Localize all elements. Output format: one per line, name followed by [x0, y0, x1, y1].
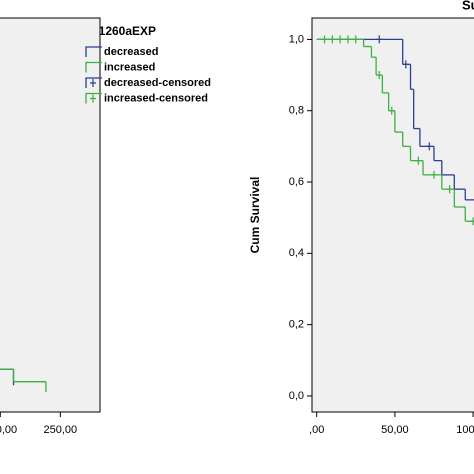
censor-mark	[446, 185, 453, 194]
y-tick-label: 1,0	[289, 33, 304, 45]
censor-mark	[376, 71, 383, 80]
y-axis-label: Cum Survival	[248, 177, 262, 254]
y-tick-label: 0,2	[289, 319, 304, 331]
chart-title: Survival Functions	[462, 0, 474, 12]
legend-label: decreased-censored	[104, 77, 211, 89]
plot-area	[311, 17, 474, 413]
legend-plus	[90, 94, 96, 103]
y-tick-label: 0,0	[289, 390, 304, 402]
legend-label: increased	[104, 61, 155, 73]
y-tick-label: 0,6	[289, 176, 304, 188]
legend-plus	[90, 79, 96, 87]
censor-mark	[321, 35, 328, 44]
censor-mark	[470, 217, 474, 226]
legend-label: increased-censored	[104, 92, 208, 104]
censor-mark	[344, 35, 351, 44]
x-tick-label: ,00	[309, 424, 324, 436]
censor-mark	[352, 35, 359, 44]
censor-mark	[402, 60, 409, 69]
legend-icon	[85, 92, 102, 104]
legend-label: decreased	[104, 46, 158, 58]
censor-mark	[329, 35, 336, 44]
plot-area	[0, 17, 101, 413]
censor-mark	[426, 142, 433, 151]
censor-mark	[388, 106, 395, 115]
x-tick-label: 100,00	[456, 424, 474, 436]
censor-mark	[430, 170, 437, 179]
y-tick-label: 0,8	[289, 105, 304, 117]
censor-mark	[415, 156, 422, 165]
x-tick-label: 50,00	[381, 424, 409, 436]
legend-icon	[85, 46, 102, 57]
censor-mark	[337, 35, 344, 44]
legend-icon	[85, 77, 102, 88]
x-tick-label: 200,00	[0, 424, 17, 436]
censor-mark	[376, 35, 383, 44]
legend-icon	[85, 61, 102, 73]
x-tick-label: 250,00	[44, 424, 78, 436]
y-tick-label: 0,4	[289, 247, 304, 259]
